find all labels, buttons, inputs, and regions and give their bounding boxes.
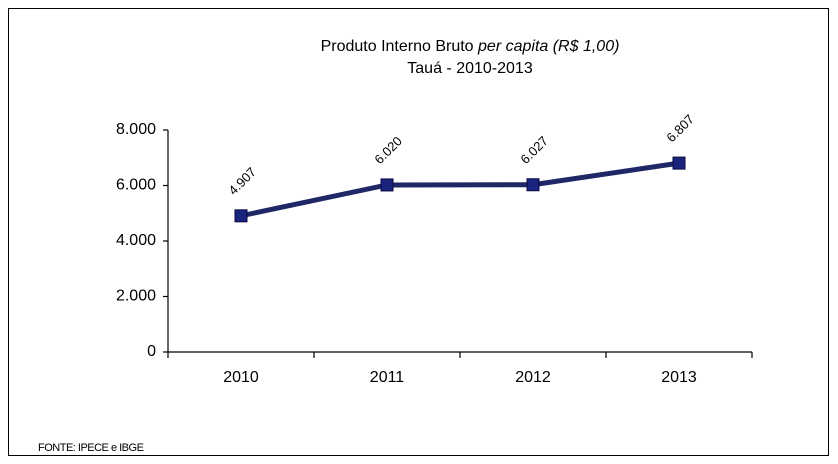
marker xyxy=(526,178,540,192)
y-tick-label: 0 xyxy=(147,343,156,360)
x-tick-label: 2010 xyxy=(223,369,259,386)
frame xyxy=(8,8,829,456)
chart-subtitle: Tauá - 2010-2013 xyxy=(407,60,533,77)
marker xyxy=(380,178,394,192)
x-tick-label: 2011 xyxy=(370,369,405,386)
y-tick-label: 6.000 xyxy=(116,177,156,194)
y-tick-label: 4.000 xyxy=(116,232,156,249)
title-italic: per capita (R$ 1,00) xyxy=(477,38,619,55)
series-line xyxy=(240,160,680,219)
y-tick-label: 2.000 xyxy=(116,288,156,305)
marker xyxy=(234,209,248,223)
x-tick-label: 2013 xyxy=(661,369,697,386)
y-tick-label: 8.000 xyxy=(116,121,156,138)
source-note: FONTE: IPECE e IBGE xyxy=(38,442,144,454)
title-main: Produto Interno Bruto xyxy=(321,38,474,55)
marker xyxy=(672,156,686,170)
chart-title: Produto Interno Bruto per capita (R$ 1,0… xyxy=(321,38,620,55)
x-tick-label: 2012 xyxy=(515,369,551,386)
